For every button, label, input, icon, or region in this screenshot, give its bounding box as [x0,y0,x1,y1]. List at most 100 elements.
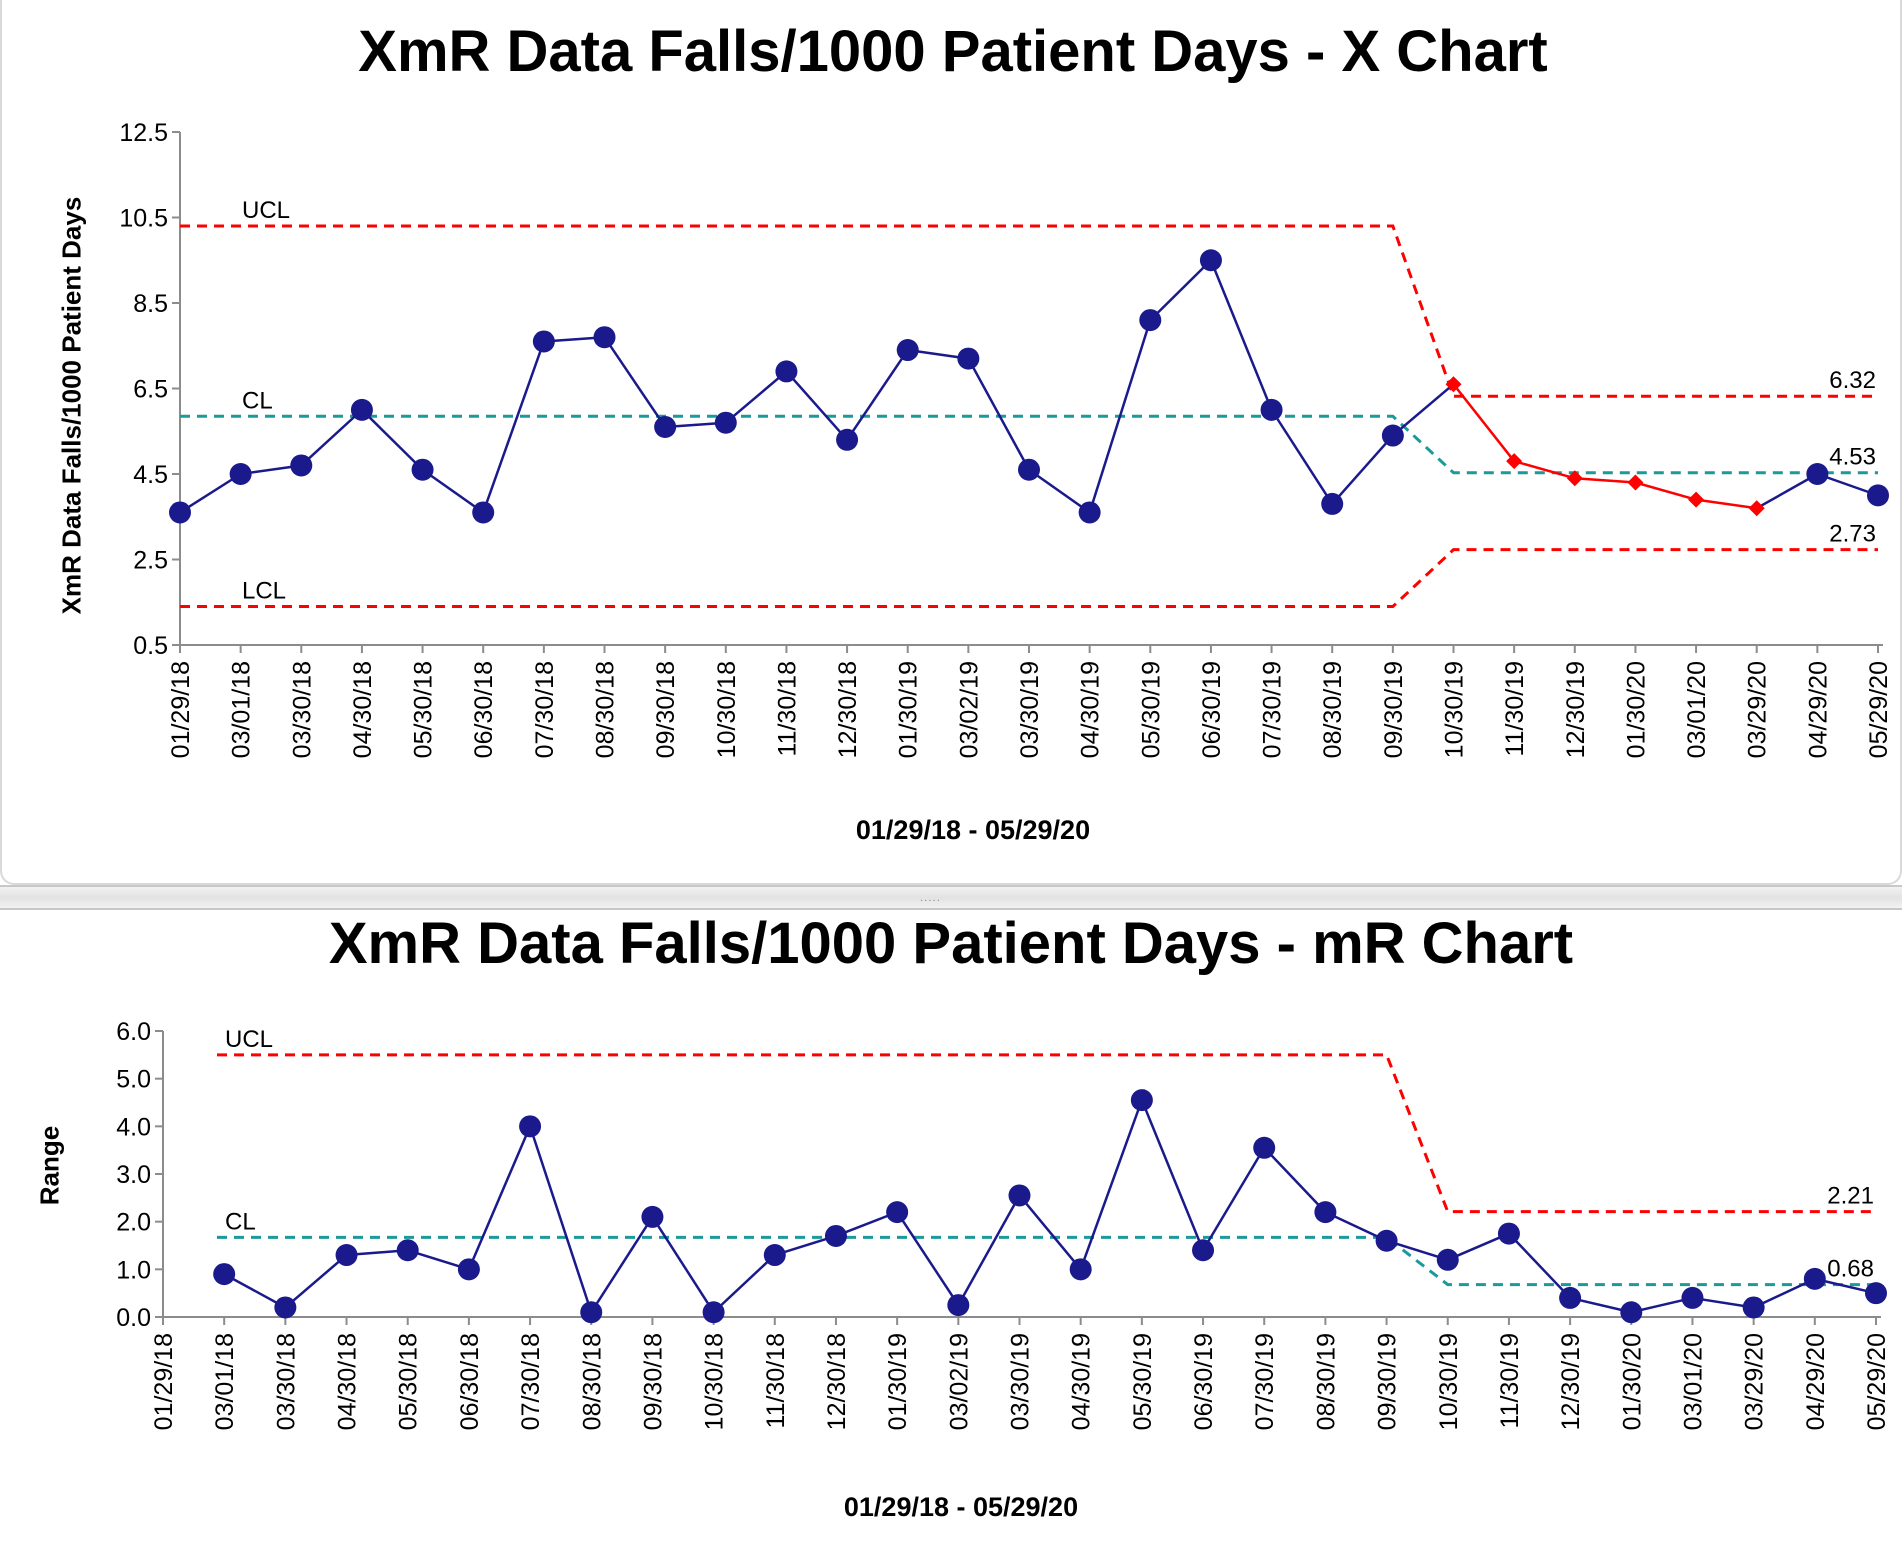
x-chart-x-tick-label: 05/29/20 [1865,661,1893,758]
x-chart-data-point [1627,474,1644,491]
mr-chart-data-point [1130,1089,1153,1112]
mr-chart-y-tick-label: 0.0 [116,1304,151,1332]
x-chart-x-tick-label: 05/30/18 [410,661,438,758]
x-chart-panel: XmR Data Falls/1000 Patient Days - X Cha… [0,0,1902,885]
mr-chart-x-tick-label: 05/29/20 [1863,1333,1891,1430]
mr-chart-x-tick-label: 06/30/19 [1190,1333,1218,1430]
x-chart-x-tick-label: 01/29/18 [167,661,195,758]
mr-chart-series-segment [223,1273,286,1309]
x-chart-x-axis-label: 01/29/18 - 05/29/20 [855,815,1091,845]
x-chart-data-point [411,458,434,481]
mr-chart-data-point [1803,1267,1826,1290]
x-chart-series-segment [300,408,363,467]
x-chart-x-tick-label: 04/30/18 [349,661,377,758]
x-chart-data-point [654,415,677,438]
mr-chart-cl2-value: 0.68 [1827,1256,1874,1283]
x-chart-series-segment [1635,481,1697,501]
mr-chart-series-segment [1447,1232,1510,1261]
mr-chart-x-tick-label: 06/30/18 [456,1333,484,1430]
x-chart-x-tick-label: 09/30/18 [652,661,680,758]
mr-chart-ucl-line [217,1053,1876,1214]
mr-chart-cl-label: CL [225,1208,256,1235]
x-chart-series-segment [846,349,909,441]
mr-chart-ucl-label: UCL [225,1026,273,1053]
x-chart-data-point [169,501,191,524]
mr-chart-data-point [1436,1248,1459,1271]
mr-chart-y-axis-label: Range [34,1125,65,1206]
mr-chart-panel: XmR Data Falls/1000 Patient Days - mR Ch… [0,910,1902,1560]
mr-chart-series-segment [1018,1194,1082,1271]
x-chart-y-tick-label: 2.5 [133,547,168,575]
mr-chart-data-point [702,1301,725,1324]
mr-chart-data-point [763,1244,786,1267]
mr-chart-series-segment [712,1254,776,1314]
x-chart-data-point [1867,484,1889,507]
x-chart-title: XmR Data Falls/1000 Patient Days - X Cha… [358,19,1548,84]
mr-chart-data-point [1681,1286,1704,1309]
mr-chart-x-tick-label: 03/30/18 [272,1333,300,1430]
x-chart-x-tick-label: 03/01/18 [228,661,256,758]
x-chart-data-point [836,428,859,451]
mr-chart-x-tick-label: 03/01/18 [211,1333,239,1430]
mr-chart-data-point [213,1263,236,1286]
x-chart-series-segment [1331,434,1394,505]
x-chart-x-tick-label: 11/30/19 [1501,661,1529,756]
x-chart-series-segment [1209,259,1273,411]
mr-chart-x-tick-label: 04/29/20 [1802,1333,1830,1430]
mr-chart-x-tick-label: 03/01/20 [1679,1333,1707,1430]
x-chart-data-point [775,360,798,383]
x-chart-series-segment [1574,477,1636,484]
mr-chart-series-segment [1140,1099,1205,1251]
x-chart-y-tick-label: 8.5 [133,290,168,318]
x-chart-x-tick-label: 10/30/18 [713,661,741,758]
mr-chart-title: XmR Data Falls/1000 Patient Days - mR Ch… [328,911,1574,976]
mr-chart-data-point [1314,1201,1337,1224]
mr-chart-data-point [1742,1296,1765,1319]
mr-chart-x-tick-label: 03/30/19 [1007,1333,1035,1430]
x-chart-data-point [290,454,313,477]
x-chart-x-tick-label: 03/30/19 [1016,661,1044,758]
x-chart-x-tick-label: 10/30/19 [1441,661,1469,758]
mr-chart-series-segment [1079,1099,1144,1270]
mr-chart-data-point [1008,1184,1031,1207]
mr-chart-x-tick-label: 01/30/20 [1618,1333,1646,1430]
x-chart-plot: 0.5 2.5 4.5 6.5 8.5 10.5 12.5 01/29/18 03/01/18 0… [119,119,1893,758]
x-chart-data-point [1078,501,1101,524]
x-chart-series-segment [724,370,788,424]
mr-chart-x-tick-label: 12/30/18 [823,1333,851,1430]
mr-chart-y-tick-label: 5.0 [116,1066,151,1094]
x-chart-y-tick-label: 0.5 [133,632,168,660]
mr-chart-x-tick-label: 10/30/18 [701,1333,729,1430]
x-chart-series-segment [1452,383,1516,462]
x-chart-series-segment [1028,468,1091,514]
x-chart-data-point [896,339,919,362]
mr-chart-x-tick-label: 04/30/18 [334,1333,362,1430]
mr-chart-x-tick-label: 11/30/19 [1496,1333,1524,1428]
mr-chart-data-point [457,1258,480,1281]
mr-chart-data-point [1253,1136,1276,1159]
mr-chart-x-tick-label: 01/30/19 [884,1333,912,1430]
mr-chart-data-point [641,1205,664,1228]
mr-chart-x-tick-label: 04/30/19 [1068,1333,1096,1430]
mr-chart-x-tick-label: 08/30/18 [578,1333,606,1430]
x-chart-x-tick-label: 09/30/19 [1380,661,1408,758]
mr-chart-x-tick-label: 09/30/18 [639,1333,667,1430]
x-chart-data-point [532,330,555,353]
x-chart-data-point [1688,491,1705,508]
x-chart-data-point [1199,249,1222,272]
x-chart-data-point [714,411,737,434]
mr-chart-x-tick-label: 09/30/19 [1374,1333,1402,1430]
x-chart-y-axis-label: XmR Data Falls/1000 Patient Days [56,196,87,615]
mr-chart-data-point [1192,1239,1215,1262]
mr-chart-y-tick-label: 4.0 [116,1113,151,1141]
mr-chart-series-segment [467,1125,532,1270]
mr-chart-x-tick-label: 08/30/19 [1312,1333,1340,1430]
splitter-grip[interactable]: ..... [920,893,941,904]
mr-chart-series-segment [284,1254,348,1309]
x-chart-x-tick-label: 08/30/19 [1319,661,1347,758]
pane-splitter[interactable]: ..... [0,885,1902,910]
mr-chart-x-tick-label: 07/30/18 [517,1333,545,1430]
x-chart-lcl2-value: 2.73 [1829,521,1876,548]
x-chart-data-point [1748,500,1765,517]
mr-chart-data-point [580,1301,603,1324]
